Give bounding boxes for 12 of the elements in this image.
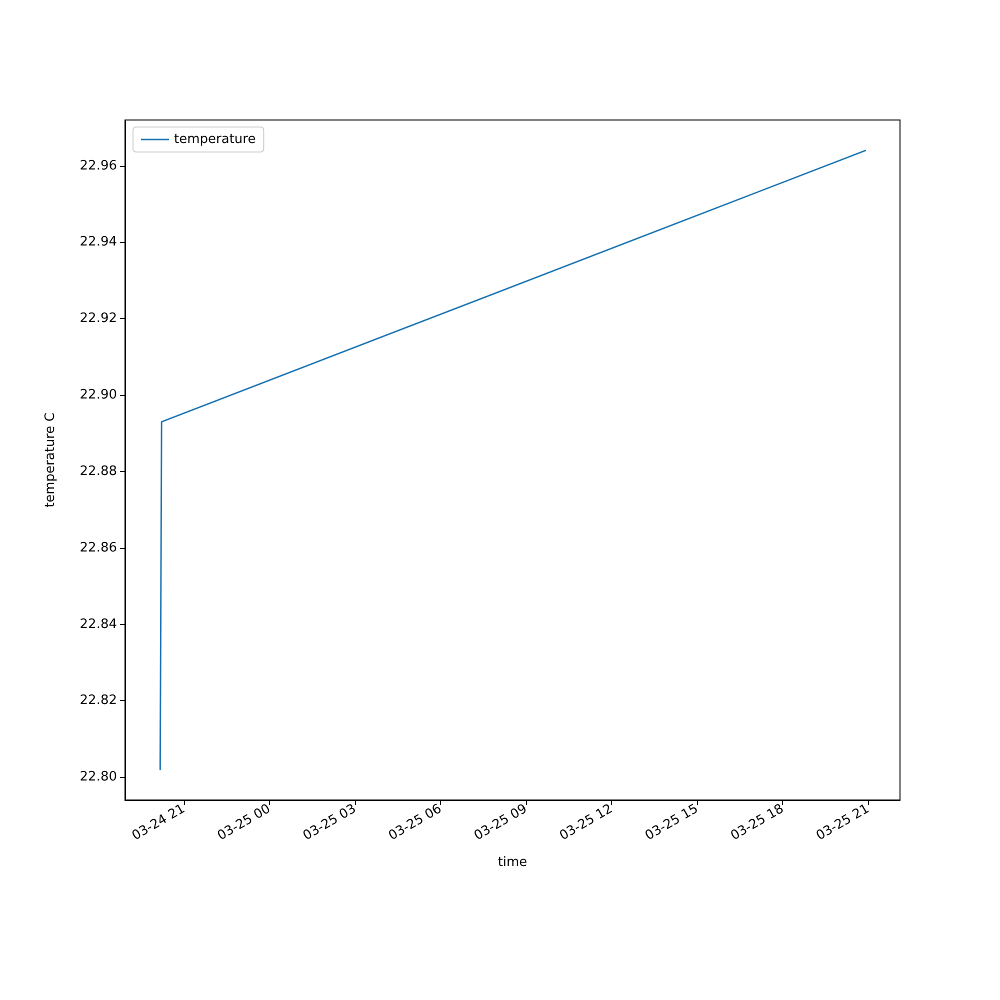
y-tick-label: 22.82 [80, 693, 117, 708]
y-tick-label: 22.88 [80, 464, 117, 479]
y-tick-label: 22.86 [80, 540, 117, 556]
y-tick-label: 22.96 [80, 158, 117, 174]
y-tick-label: 22.94 [80, 234, 117, 250]
legend-label: temperature [174, 132, 256, 147]
x-axis-title: time [498, 855, 528, 870]
y-axis-title: temperature C [43, 412, 58, 508]
y-tick-label: 22.80 [80, 770, 117, 785]
y-tick-label: 22.84 [80, 616, 117, 632]
y-tick-label: 22.90 [80, 388, 117, 403]
y-tick-label: 22.92 [80, 311, 117, 326]
